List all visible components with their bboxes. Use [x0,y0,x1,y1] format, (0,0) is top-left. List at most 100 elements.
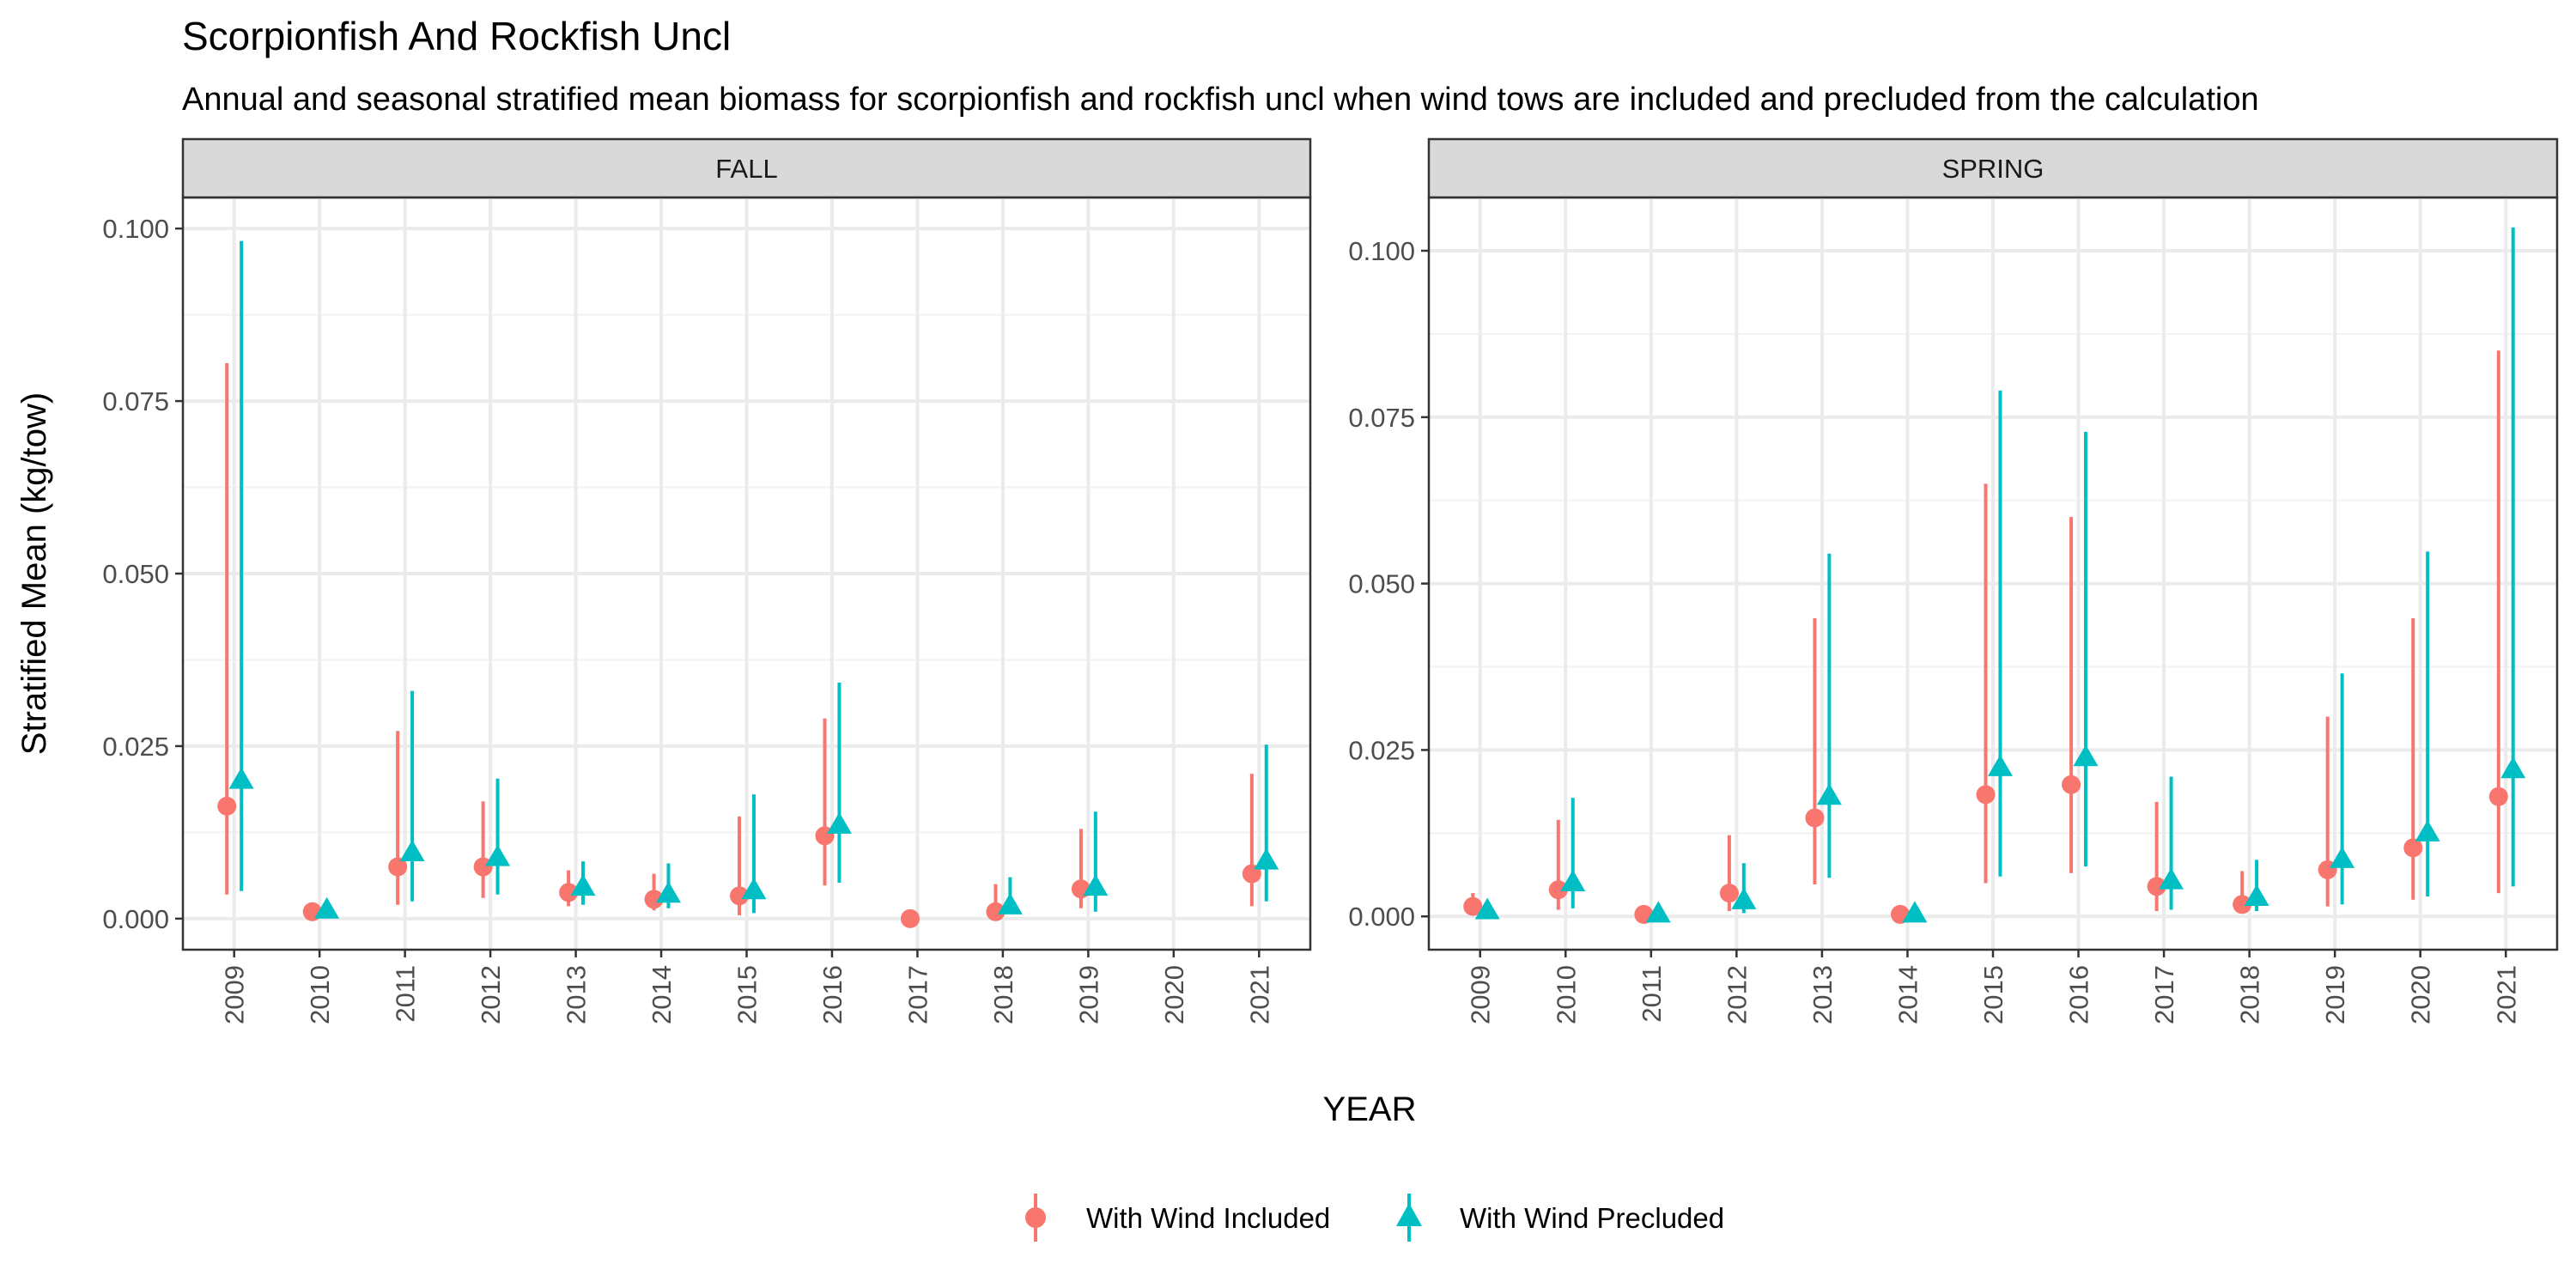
y-tick-label: 0.050 [1348,569,1415,599]
point-precluded-fall-2010 [314,896,340,919]
point-included-spring-2016 [2062,775,2081,794]
point-included-spring-2018 [2233,895,2252,914]
point-included-spring-2013 [1805,808,1825,828]
x-tick-label: 2009 [1466,965,1496,1024]
x-tick-label: 2021 [2491,965,2521,1024]
x-tick-label: 2020 [1159,965,1189,1024]
x-tick-label: 2016 [2064,965,2094,1024]
grid-fall [183,197,1310,950]
y-tick-label: 0.050 [102,559,169,589]
x-axis-title: YEAR [1323,1091,1417,1128]
axes-spring: 0.000 0.025 0.050 0.075 0.100 2009 2010 2011 201… [1348,236,2521,1024]
point-precluded-fall-2009 [228,767,254,789]
y-tick-label: 0.075 [1348,403,1415,433]
x-tick-label: 2014 [1893,965,1923,1024]
x-tick-label: 2010 [1551,965,1581,1024]
y-tick-label: 0.100 [102,214,169,244]
x-tick-label: 2012 [476,965,506,1024]
point-precluded-fall-2015 [741,878,767,900]
facet-strip-fall [181,137,1312,199]
point-included-fall-2013 [559,883,579,902]
point-included-fall-2014 [644,890,664,909]
x-tick-label: 2013 [562,965,592,1024]
point-included-spring-2020 [2403,838,2423,858]
point-precluded-fall-2019 [1083,874,1109,896]
point-included-spring-2009 [1463,896,1483,916]
point-precluded-fall-2014 [655,881,681,903]
x-tick-label: 2011 [391,965,421,1023]
point-precluded-spring-2021 [2500,756,2526,779]
point-precluded-fall-2012 [485,844,511,866]
point-included-fall-2018 [986,902,1005,921]
x-tick-label: 2018 [988,965,1018,1024]
point-precluded-spring-2009 [1474,897,1500,920]
legend-key-precluded-triangle [1396,1203,1422,1226]
x-tick-label: 2015 [732,965,762,1024]
x-tick-label: 2013 [1807,965,1838,1024]
point-included-spring-2012 [1719,884,1739,903]
x-tick-label: 2017 [2149,965,2179,1024]
y-axis-title: Stratified Mean (kg/tow) [15,392,53,755]
point-precluded-spring-2014 [1902,901,1928,923]
point-included-fall-2017 [900,908,920,928]
point-included-spring-2017 [2147,877,2166,896]
y-tick-label: 0.100 [1348,236,1415,266]
point-precluded-fall-2011 [399,839,425,861]
point-included-fall-2009 [217,796,237,816]
point-included-fall-2015 [730,886,750,906]
point-precluded-spring-2012 [1731,887,1757,909]
x-tick-label: 2009 [220,965,250,1024]
x-tick-label: 2014 [647,965,677,1024]
panel-fall: FALL 0.000 0.025 0.050 0.075 0.100 2009 2010 20… [102,137,1312,1024]
y-tick-label: 0.025 [102,732,169,762]
y-tick-label: 0.000 [1348,902,1415,932]
point-precluded-fall-2021 [1254,848,1279,870]
point-precluded-spring-2015 [1987,754,2013,776]
legend-label-included: With Wind Included [1086,1202,1330,1234]
facet-strip-spring [1427,137,2559,199]
x-tick-label: 2018 [2235,965,2265,1024]
point-precluded-spring-2017 [2159,867,2184,890]
y-tick-label: 0.075 [102,386,169,416]
x-tick-label: 2017 [902,965,933,1024]
x-tick-label: 2011 [1637,965,1667,1023]
legend-key-included [1025,1194,1046,1242]
panel-spring: SPRING 0.000 0.025 0.050 0.075 0.100 2009 2010… [1348,137,2559,1024]
marks-fall [217,240,1279,928]
x-tick-label: 2015 [1978,965,2008,1024]
y-tick-label: 0.000 [102,904,169,934]
x-tick-label: 2016 [817,965,848,1024]
point-precluded-spring-2011 [1645,901,1671,923]
x-tick-label: 2020 [2406,965,2436,1024]
point-precluded-fall-2018 [997,892,1023,914]
point-precluded-spring-2019 [2330,846,2355,868]
marks-spring [1463,227,2526,924]
point-precluded-fall-2013 [570,874,596,896]
legend-label-precluded: With Wind Precluded [1460,1202,1724,1234]
x-tick-label: 2010 [305,965,335,1024]
point-precluded-spring-2018 [2244,884,2269,907]
x-tick-label: 2012 [1722,965,1752,1024]
y-tick-label: 0.025 [1348,735,1415,765]
point-included-fall-2011 [388,857,408,877]
grid-spring [1429,197,2557,950]
axes-fall: 0.000 0.025 0.050 0.075 0.100 2009 2010 2011 201… [102,214,1274,1024]
point-precluded-spring-2016 [2073,744,2099,767]
x-tick-label: 2021 [1244,965,1274,1024]
point-precluded-spring-2020 [2415,819,2440,841]
facet-label-fall: FALL [715,154,777,184]
point-precluded-fall-2016 [826,811,852,834]
point-included-spring-2010 [1548,880,1568,900]
x-tick-label: 2019 [2320,965,2350,1024]
legend-key-included-dot [1025,1207,1046,1228]
legend: With Wind Included With Wind Precluded [1025,1194,1724,1242]
facet-label-spring: SPRING [1942,154,2044,184]
point-included-spring-2015 [1976,785,1996,805]
chart-title: Scorpionfish And Rockfish Uncl [182,14,731,58]
point-precluded-spring-2013 [1816,783,1842,805]
chart-subtitle: Annual and seasonal stratified mean biom… [182,82,2259,118]
x-tick-label: 2019 [1073,965,1103,1024]
point-included-spring-2021 [2488,787,2508,806]
